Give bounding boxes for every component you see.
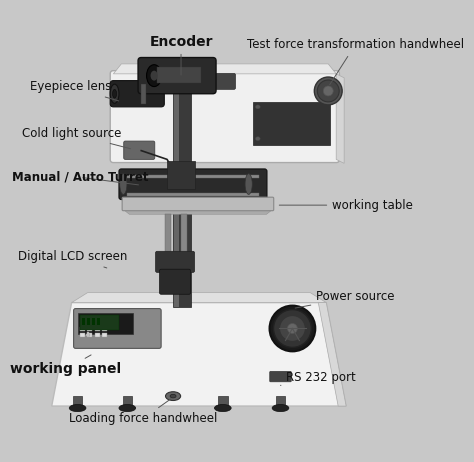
Ellipse shape: [273, 310, 311, 347]
Text: RS 232 port: RS 232 port: [281, 371, 356, 385]
FancyBboxPatch shape: [155, 251, 194, 273]
Ellipse shape: [317, 80, 339, 102]
Ellipse shape: [165, 392, 181, 401]
Text: Loading force handwheel: Loading force handwheel: [69, 399, 218, 425]
Bar: [218, 396, 228, 406]
Bar: [95, 327, 100, 331]
Polygon shape: [123, 209, 273, 214]
Ellipse shape: [314, 77, 342, 105]
Bar: [123, 396, 132, 406]
Bar: [97, 318, 100, 325]
Text: working table: working table: [279, 199, 413, 212]
Ellipse shape: [119, 404, 136, 412]
FancyBboxPatch shape: [138, 58, 216, 94]
Bar: [80, 315, 119, 330]
Bar: [141, 84, 146, 103]
Bar: [73, 396, 82, 406]
Polygon shape: [72, 292, 326, 303]
FancyBboxPatch shape: [119, 169, 267, 200]
FancyBboxPatch shape: [212, 73, 236, 89]
Bar: [128, 193, 259, 196]
Bar: [173, 82, 191, 307]
Ellipse shape: [272, 404, 289, 412]
Text: Test force transformation handwheel: Test force transformation handwheel: [246, 38, 464, 85]
Ellipse shape: [255, 105, 260, 109]
Ellipse shape: [287, 323, 297, 334]
Polygon shape: [318, 303, 346, 406]
Bar: [165, 214, 171, 262]
Bar: [87, 333, 92, 337]
Ellipse shape: [245, 174, 252, 195]
Text: Power source: Power source: [295, 290, 395, 308]
Bar: [87, 332, 89, 337]
Bar: [181, 214, 187, 262]
FancyBboxPatch shape: [73, 309, 161, 348]
Ellipse shape: [255, 137, 260, 141]
FancyBboxPatch shape: [124, 141, 155, 159]
FancyBboxPatch shape: [270, 371, 291, 382]
Bar: [253, 102, 330, 146]
FancyBboxPatch shape: [110, 71, 339, 163]
Ellipse shape: [214, 404, 231, 412]
Bar: [82, 318, 85, 325]
Bar: [80, 327, 85, 331]
Bar: [92, 318, 95, 325]
Text: Encoder: Encoder: [149, 35, 213, 75]
Bar: [102, 333, 108, 337]
FancyBboxPatch shape: [110, 80, 164, 107]
Bar: [128, 175, 259, 178]
Text: Cold light source: Cold light source: [22, 127, 131, 149]
Bar: [167, 161, 195, 189]
Bar: [95, 333, 100, 337]
Bar: [87, 327, 92, 331]
Bar: [276, 396, 285, 406]
Ellipse shape: [323, 86, 333, 96]
Ellipse shape: [113, 89, 117, 98]
Ellipse shape: [270, 305, 315, 352]
Bar: [85, 334, 90, 335]
Text: Manual / Auto Turret: Manual / Auto Turret: [12, 171, 148, 185]
Bar: [78, 313, 133, 334]
Ellipse shape: [280, 316, 305, 341]
Polygon shape: [113, 64, 336, 74]
Bar: [157, 67, 201, 83]
Ellipse shape: [120, 174, 127, 195]
FancyBboxPatch shape: [122, 197, 273, 211]
Bar: [87, 318, 90, 325]
Text: working panel: working panel: [10, 355, 121, 377]
Ellipse shape: [151, 71, 158, 80]
FancyBboxPatch shape: [160, 269, 191, 294]
Bar: [102, 327, 108, 331]
Ellipse shape: [170, 395, 176, 398]
Ellipse shape: [146, 65, 162, 86]
Bar: [80, 333, 85, 337]
Ellipse shape: [69, 404, 86, 412]
Polygon shape: [336, 74, 344, 164]
Text: Eyepiece lens: Eyepiece lens: [30, 80, 118, 101]
Text: Digital LCD screen: Digital LCD screen: [18, 250, 128, 268]
Bar: [174, 82, 179, 307]
Polygon shape: [52, 303, 346, 406]
Ellipse shape: [110, 84, 119, 103]
